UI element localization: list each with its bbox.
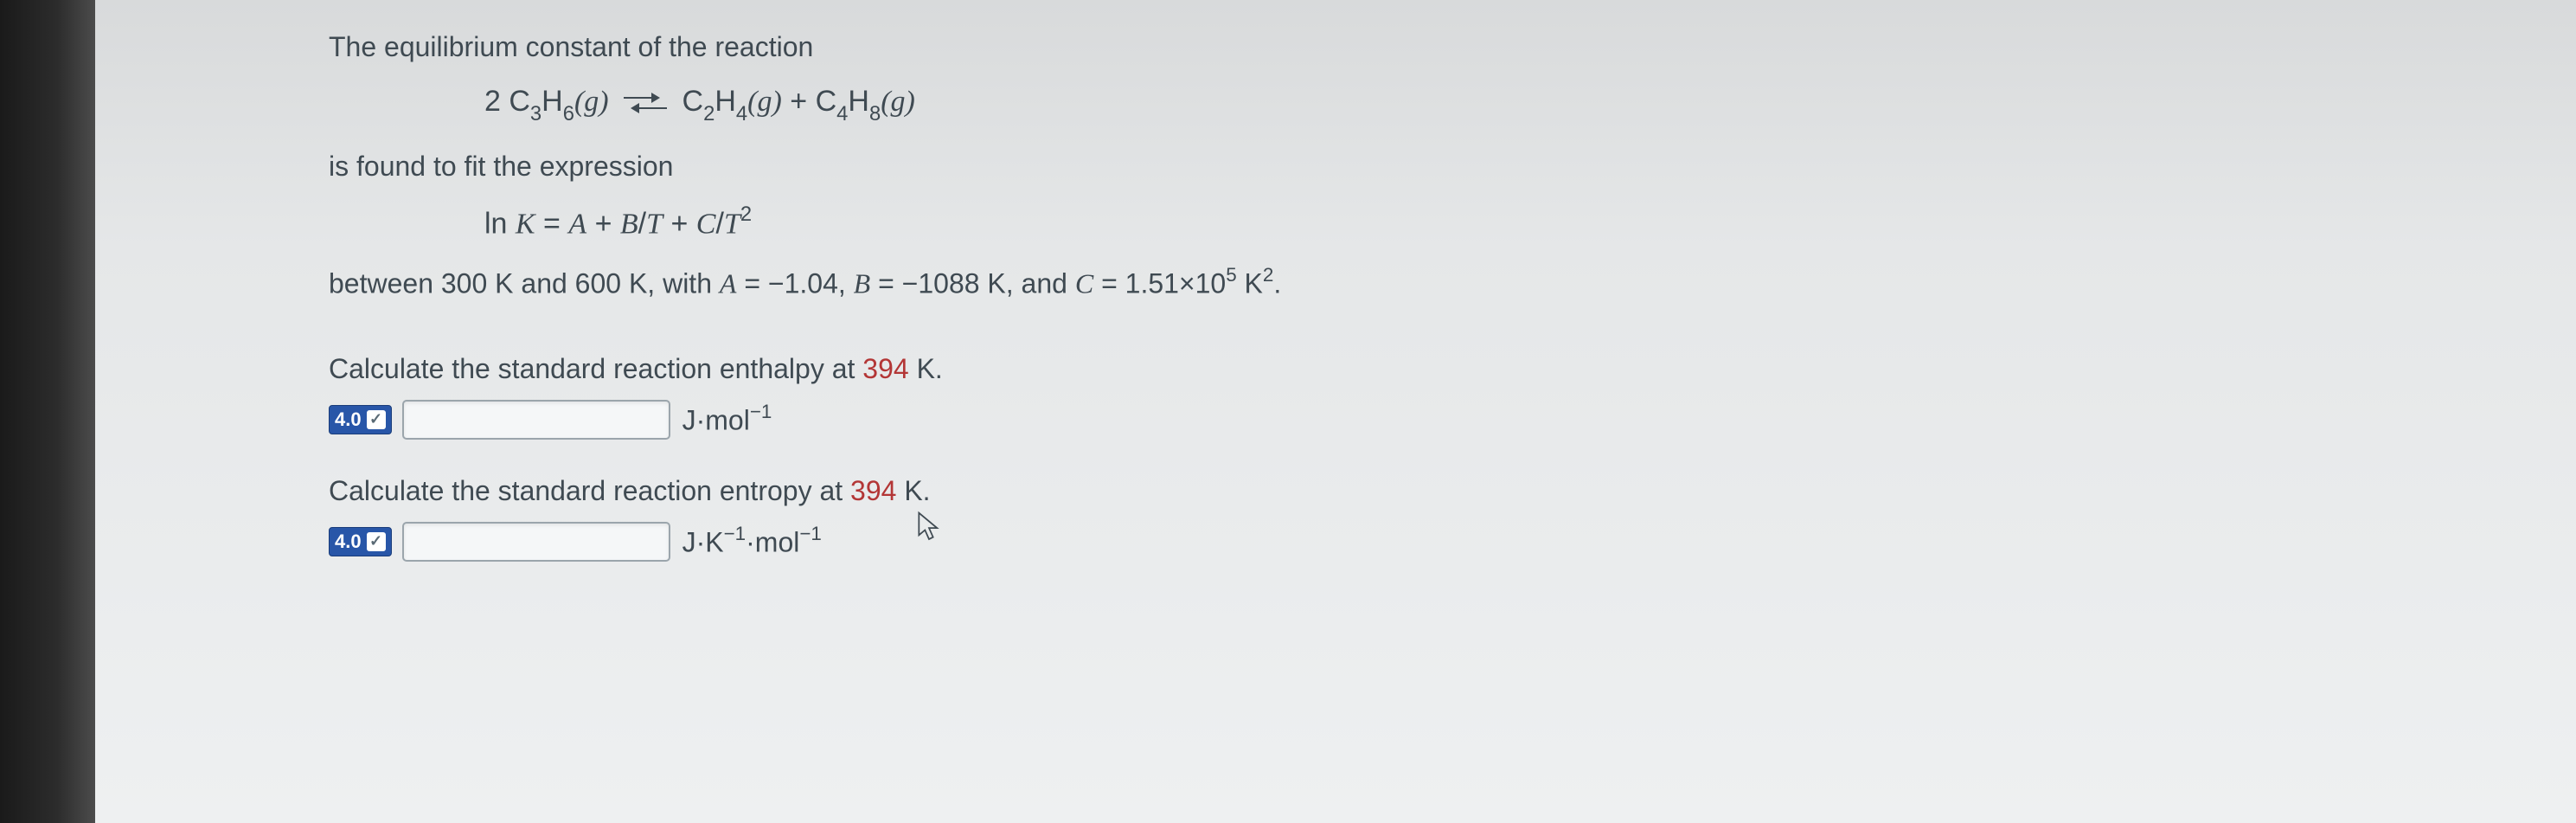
q1-points: 4.0 <box>335 408 362 431</box>
txt-e: K <box>1237 268 1263 299</box>
intro-line-2: is found to fit the expression <box>329 145 2550 187</box>
p2-h: H <box>848 85 869 118</box>
sq: 2 <box>1263 264 1273 286</box>
q2-b: K. <box>896 475 930 506</box>
p1-sub1: 2 <box>703 102 714 125</box>
intro-line-1: The equilibrium constant of the reaction <box>329 26 2550 68</box>
q2-unit: J·K−1·mol−1 <box>682 524 822 559</box>
t2: T <box>724 208 740 240</box>
q1-unit: J·mol−1 <box>682 402 772 437</box>
p2-phase: (g) <box>881 86 915 118</box>
r1-h: H <box>541 85 563 118</box>
p1: + <box>586 207 620 240</box>
p2-c: C <box>816 85 837 118</box>
txt-a: between 300 K and 600 K, with <box>329 268 720 299</box>
p2-sub1: 4 <box>836 102 848 125</box>
reaction-equation: 2 C3H6(g) C2H4(g) + C4H8(g) <box>484 85 2550 124</box>
p1-phase: (g) <box>747 86 782 118</box>
q1-answer-row: 4.0 ✓ J·mol−1 <box>329 400 2550 440</box>
txt-c: = −1088 K, and <box>870 268 1075 299</box>
b: B <box>620 208 638 240</box>
u2e2: −1 <box>799 523 822 544</box>
a: A <box>568 208 586 240</box>
q2-points-badge: 4.0 ✓ <box>329 527 392 556</box>
q1-points-badge: 4.0 ✓ <box>329 405 392 434</box>
u2b: ·mol <box>746 527 799 558</box>
txt-d: = 1.51×10 <box>1093 268 1226 299</box>
k: K <box>516 208 535 240</box>
q2-a: Calculate the standard reaction entropy … <box>329 475 850 506</box>
u2a: J·K <box>682 527 724 558</box>
ln: ln <box>484 207 516 240</box>
p2: + <box>663 207 696 240</box>
p1-h: H <box>714 85 736 118</box>
r1-sub1: 3 <box>530 102 541 125</box>
eq: = <box>535 207 569 240</box>
q2-temp: 394 <box>850 475 896 506</box>
p1-sub2: 4 <box>736 102 747 125</box>
q1-a: Calculate the standard reaction enthalpy… <box>329 353 862 384</box>
b: B <box>854 268 871 299</box>
q1-temp: 394 <box>862 353 908 384</box>
sq: 2 <box>740 203 752 226</box>
sl1: / <box>638 207 646 240</box>
q2-points: 4.0 <box>335 530 362 553</box>
q1-b: K. <box>909 353 943 384</box>
intro-line-3: between 300 K and 600 K, with A = −1.04,… <box>329 262 2550 305</box>
q1-prompt: Calculate the standard reaction enthalpy… <box>329 348 2550 389</box>
r1-phase: (g) <box>574 86 609 118</box>
a: A <box>720 268 737 299</box>
coef: 2 <box>484 85 509 118</box>
left-margin-bar <box>0 0 95 823</box>
q2-prompt: Calculate the standard reaction entropy … <box>329 470 2550 511</box>
lnk-equation: ln K = A + B/T + C/T2 <box>484 204 2550 241</box>
u1a: J·mol <box>682 405 750 436</box>
u1exp: −1 <box>750 401 772 422</box>
txt-b: = −1.04, <box>736 268 853 299</box>
plus: + <box>782 85 816 118</box>
p1-c: C <box>682 85 704 118</box>
q1-answer-input[interactable] <box>402 400 670 440</box>
q2-answer-input[interactable] <box>402 522 670 562</box>
u2e1: −1 <box>724 523 747 544</box>
check-icon: ✓ <box>367 410 386 429</box>
p2-sub2: 8 <box>869 102 881 125</box>
sl2: / <box>715 207 723 240</box>
check-icon: ✓ <box>367 532 386 551</box>
q2-answer-row: 4.0 ✓ J·K−1·mol−1 <box>329 522 2550 562</box>
c: C <box>696 208 716 240</box>
txt-f: . <box>1273 268 1281 299</box>
r1-c: C <box>509 85 530 118</box>
equilibrium-arrows-icon <box>624 90 667 116</box>
exp: 5 <box>1226 264 1236 286</box>
r1-sub2: 6 <box>563 102 574 125</box>
c: C <box>1075 268 1093 299</box>
t1: T <box>646 208 663 240</box>
